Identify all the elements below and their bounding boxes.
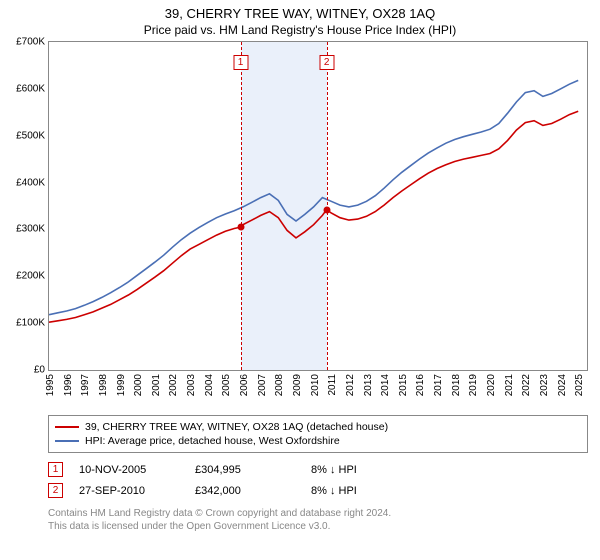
legend-item: 39, CHERRY TREE WAY, WITNEY, OX28 1AQ (d… <box>55 420 581 434</box>
x-tick-label: 2012 <box>345 374 356 396</box>
legend-label: 39, CHERRY TREE WAY, WITNEY, OX28 1AQ (d… <box>85 421 388 433</box>
x-tick-label: 2020 <box>486 374 497 396</box>
x-tick-label: 2018 <box>451 374 462 396</box>
transaction-row: 1 10-NOV-2005 £304,995 8% ↓ HPI <box>48 459 588 480</box>
y-tick-label: £200K <box>16 271 45 282</box>
marker-label-1: 1 <box>233 55 248 70</box>
legend-swatch <box>55 440 79 442</box>
x-tick-label: 2009 <box>292 374 303 396</box>
transaction-delta: 8% ↓ HPI <box>311 464 411 476</box>
x-tick-label: 2025 <box>574 374 585 396</box>
y-tick-label: £300K <box>16 224 45 235</box>
x-tick-label: 1998 <box>98 374 109 396</box>
x-tick-label: 2004 <box>204 374 215 396</box>
marker-line-1 <box>241 42 242 370</box>
x-tick-label: 1996 <box>63 374 74 396</box>
chart-lines <box>49 42 587 370</box>
marker-dot-1 <box>237 224 244 231</box>
x-tick-label: 2022 <box>521 374 532 396</box>
x-tick-label: 2023 <box>539 374 550 396</box>
x-tick-label: 2014 <box>380 374 391 396</box>
x-tick-label: 2003 <box>186 374 197 396</box>
footer-attribution: Contains HM Land Registry data © Crown c… <box>48 507 588 533</box>
y-tick-label: £100K <box>16 318 45 329</box>
x-tick-label: 2013 <box>363 374 374 396</box>
chart-plot-area: £0£100K£200K£300K£400K£500K£600K£700K199… <box>48 41 588 371</box>
transaction-marker: 2 <box>48 483 63 498</box>
transaction-marker: 1 <box>48 462 63 477</box>
y-tick-label: £700K <box>16 37 45 48</box>
legend-item: HPI: Average price, detached house, West… <box>55 434 581 448</box>
transaction-date: 27-SEP-2010 <box>79 485 179 497</box>
transaction-price: £342,000 <box>195 485 295 497</box>
marker-dot-2 <box>323 206 330 213</box>
legend-swatch <box>55 426 79 428</box>
x-tick-label: 2007 <box>257 374 268 396</box>
x-tick-label: 2005 <box>221 374 232 396</box>
x-tick-label: 2017 <box>433 374 444 396</box>
x-tick-label: 2006 <box>239 374 250 396</box>
x-tick-label: 2001 <box>151 374 162 396</box>
x-tick-label: 2002 <box>168 374 179 396</box>
x-tick-label: 2010 <box>310 374 321 396</box>
x-tick-label: 2019 <box>468 374 479 396</box>
y-tick-label: £400K <box>16 177 45 188</box>
x-tick-label: 2011 <box>327 374 338 396</box>
series-price_paid <box>49 111 578 322</box>
transactions-table: 1 10-NOV-2005 £304,995 8% ↓ HPI 2 27-SEP-2010… <box>48 459 588 501</box>
footer-line-2: This data is licensed under the Open Gov… <box>48 520 588 533</box>
legend-label: HPI: Average price, detached house, West… <box>85 435 340 447</box>
x-tick-label: 1997 <box>80 374 91 396</box>
x-tick-label: 2021 <box>504 374 515 396</box>
transaction-delta: 8% ↓ HPI <box>311 485 411 497</box>
x-tick-label: 2015 <box>398 374 409 396</box>
transaction-date: 10-NOV-2005 <box>79 464 179 476</box>
chart-title: 39, CHERRY TREE WAY, WITNEY, OX28 1AQ <box>0 0 600 21</box>
x-tick-label: 2024 <box>557 374 568 396</box>
footer-line-1: Contains HM Land Registry data © Crown c… <box>48 507 588 520</box>
chart-subtitle: Price paid vs. HM Land Registry's House … <box>0 21 600 41</box>
x-tick-label: 1999 <box>116 374 127 396</box>
marker-label-2: 2 <box>319 55 334 70</box>
y-tick-label: £600K <box>16 83 45 94</box>
transaction-price: £304,995 <box>195 464 295 476</box>
x-tick-label: 2008 <box>274 374 285 396</box>
y-tick-label: £0 <box>34 365 45 376</box>
transaction-row: 2 27-SEP-2010 £342,000 8% ↓ HPI <box>48 480 588 501</box>
legend: 39, CHERRY TREE WAY, WITNEY, OX28 1AQ (d… <box>48 415 588 453</box>
y-tick-label: £500K <box>16 130 45 141</box>
x-tick-label: 2016 <box>415 374 426 396</box>
x-tick-label: 2000 <box>133 374 144 396</box>
series-hpi <box>49 80 578 314</box>
x-tick-label: 1995 <box>45 374 56 396</box>
